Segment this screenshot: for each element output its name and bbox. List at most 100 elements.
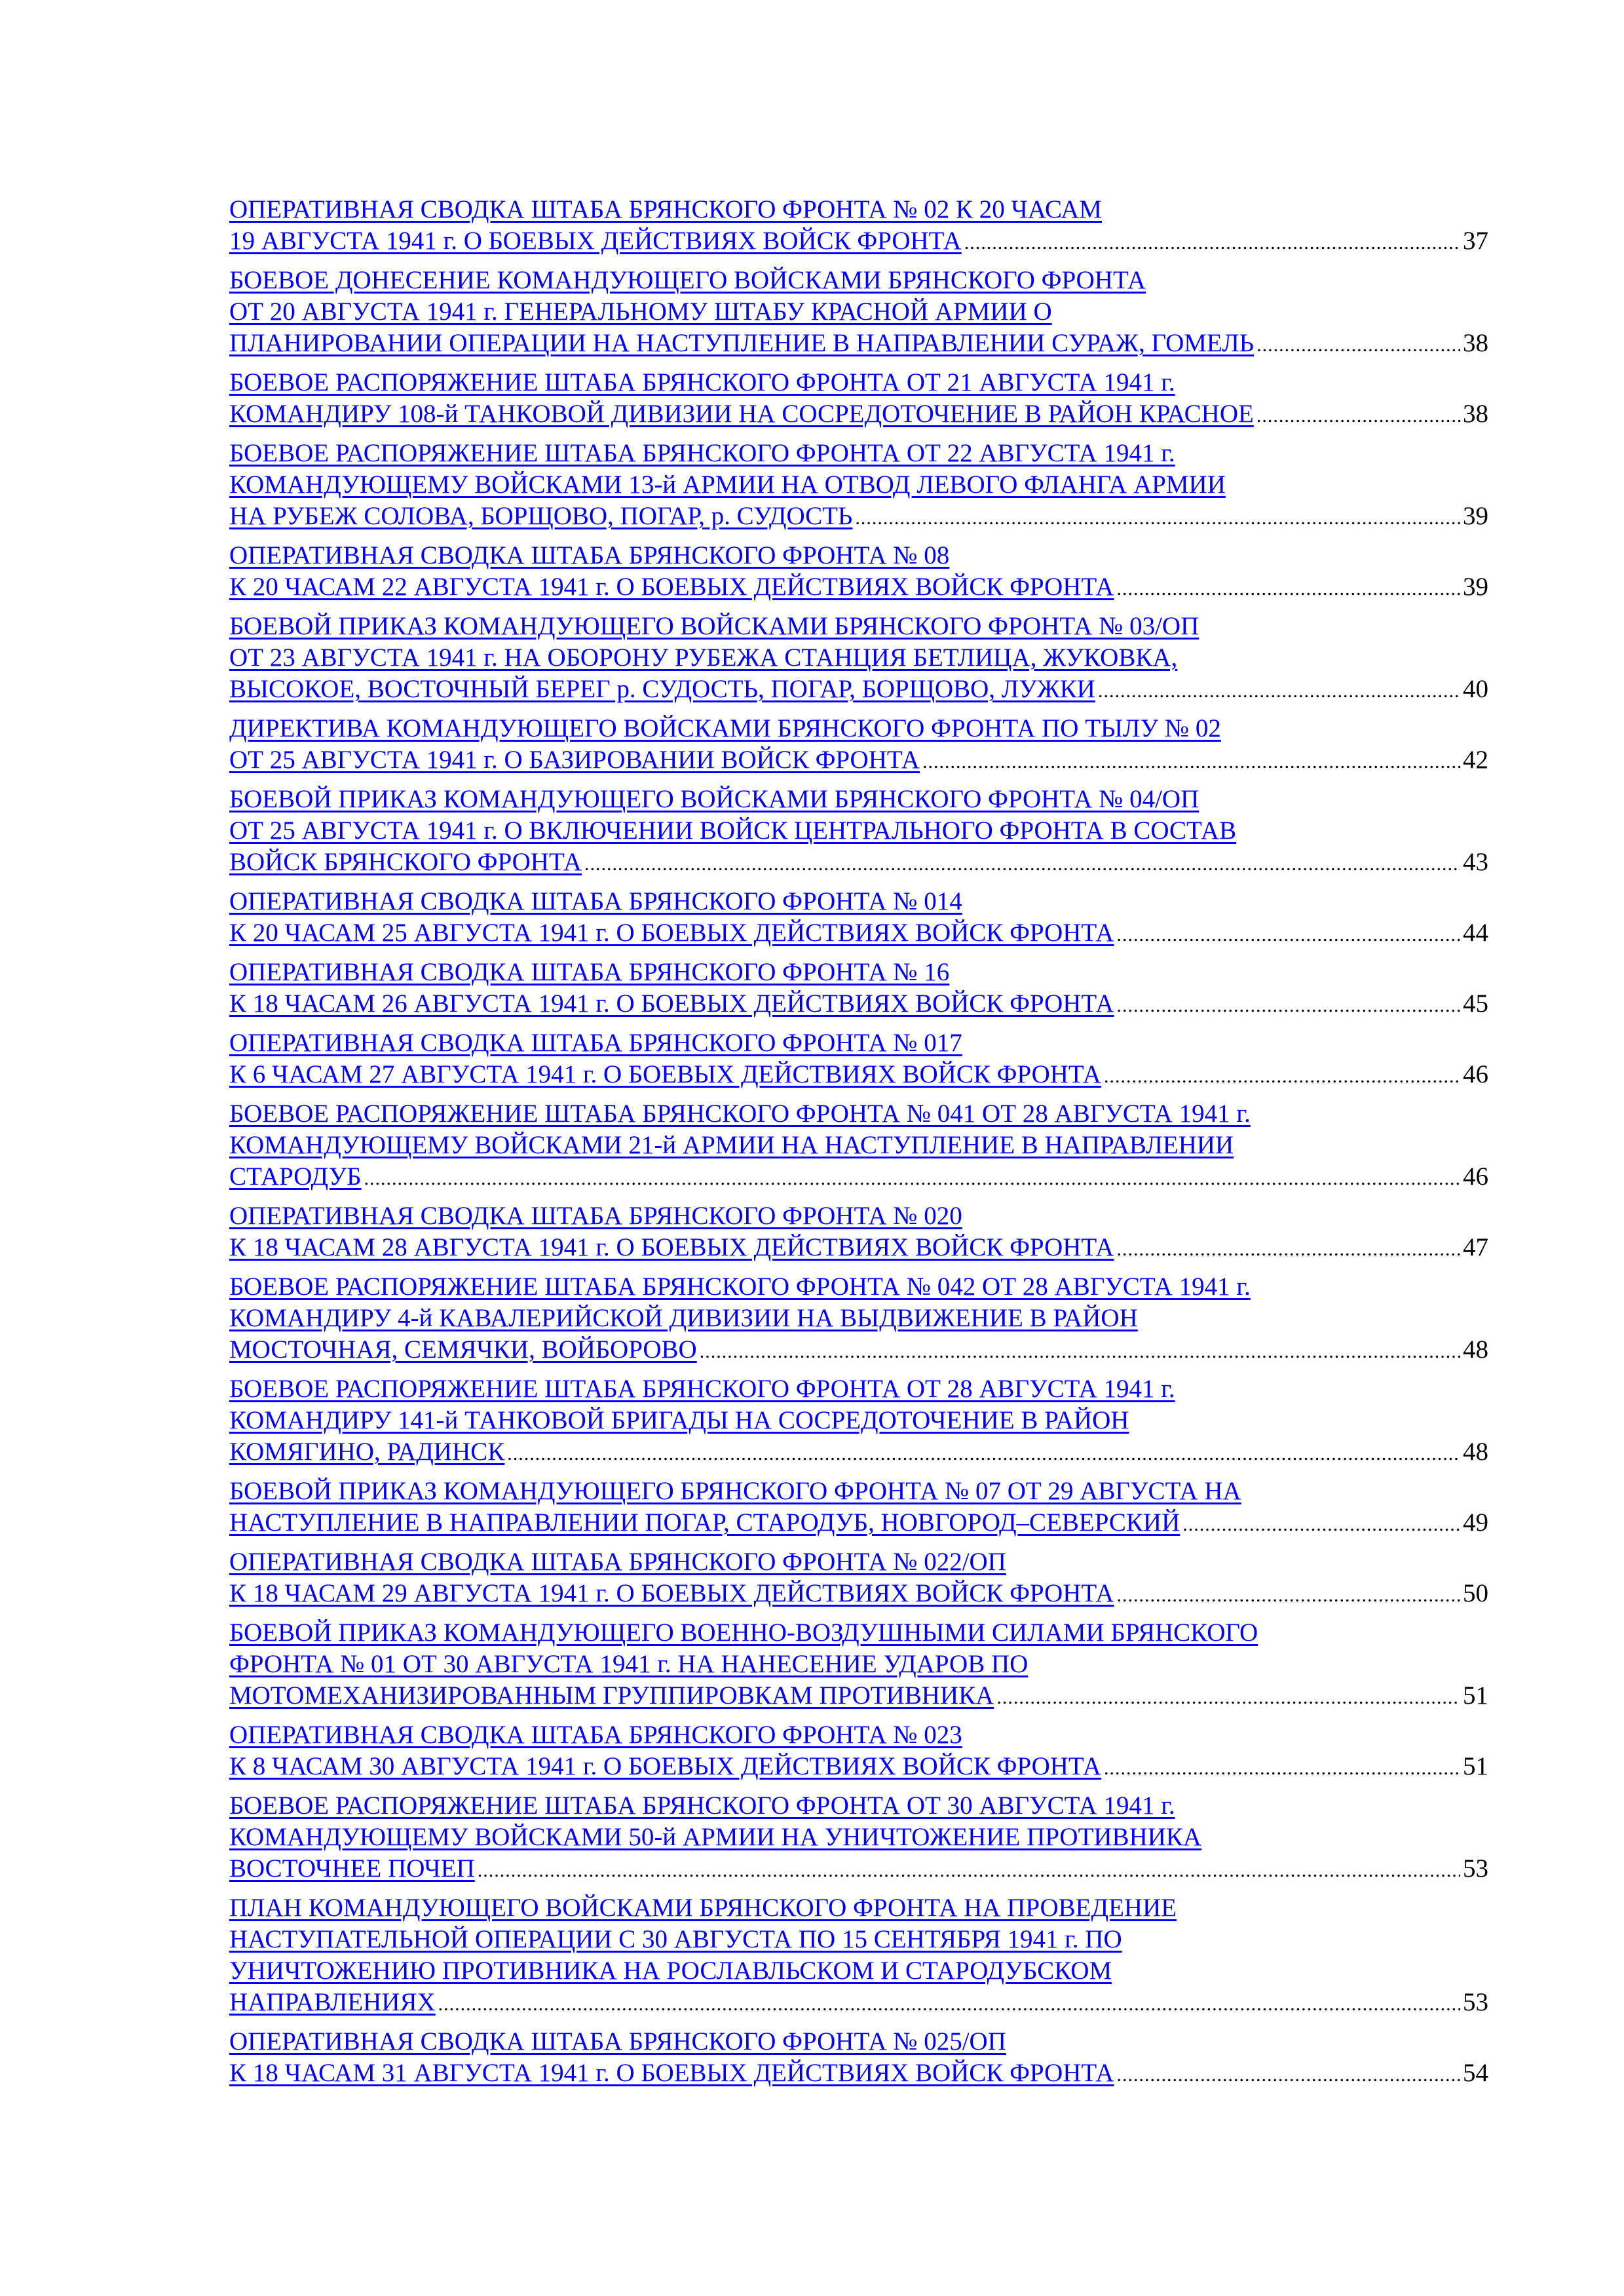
toc-entry-link[interactable]: К 6 ЧАСАМ 27 АВГУСТА 1941 г. О БОЕВЫХ ДЕ… xyxy=(229,1060,1101,1088)
toc-entry-line: ОПЕРАТИВНАЯ СВОДКА ШТАБА БРЯНСКОГО ФРОНТ… xyxy=(229,2026,1488,2057)
toc-entry-link[interactable]: НАСТУПАТЕЛЬНОЙ ОПЕРАЦИИ С 30 АВГУСТА ПО … xyxy=(229,1925,1122,1953)
toc-entry-link[interactable]: ФРОНТА № 01 ОТ 30 АВГУСТА 1941 г. НА НАН… xyxy=(229,1650,1029,1678)
toc-entry-link[interactable]: УНИЧТОЖЕНИЮ ПРОТИВНИКА НА РОСЛАВЛЬСКОМ И… xyxy=(229,1957,1112,1985)
page-number: 42 xyxy=(1463,746,1488,774)
toc-entry-link[interactable]: ОТ 20 АВГУСТА 1941 г. ГЕНЕРАЛЬНОМУ ШТАБУ… xyxy=(229,297,1052,326)
toc-entry-link[interactable]: ВОЙСК БРЯНСКОГО ФРОНТА xyxy=(229,848,582,876)
toc-entry-link[interactable]: ВЫСОКОЕ, ВОСТОЧНЫЙ БЕРЕГ р. СУДОСТЬ, ПОГ… xyxy=(229,675,1095,703)
toc-entry-link[interactable]: К 18 ЧАСАМ 26 АВГУСТА 1941 г. О БОЕВЫХ Д… xyxy=(229,989,1114,1018)
toc-entry-link[interactable]: БОЕВОЕ РАСПОРЯЖЕНИЕ ШТАБА БРЯНСКОГО ФРОН… xyxy=(229,1272,1251,1301)
toc-entry-link[interactable]: ОПЕРАТИВНАЯ СВОДКА ШТАБА БРЯНСКОГО ФРОНТ… xyxy=(229,1548,1006,1576)
toc-entry[interactable]: ОПЕРАТИВНАЯ СВОДКА ШТАБА БРЯНСКОГО ФРОНТ… xyxy=(229,1719,1488,1782)
toc-entry-link[interactable]: ОПЕРАТИВНАЯ СВОДКА ШТАБА БРЯНСКОГО ФРОНТ… xyxy=(229,2027,1006,2056)
toc-entry-link[interactable]: ОТ 25 АВГУСТА 1941 г. О ВКЛЮЧЕНИИ ВОЙСК … xyxy=(229,816,1237,845)
toc-entry-link[interactable]: СТАРОДУБ xyxy=(229,1162,362,1191)
toc-entry-line: КОМАНДУЮЩЕМУ ВОЙСКАМИ 21-й АРМИИ НА НАСТ… xyxy=(229,1130,1488,1161)
toc-entry-link[interactable]: НА РУБЕЖ СОЛОВА, БОРЩОВО, ПОГАР, р. СУДО… xyxy=(229,502,853,530)
toc-entry[interactable]: ОПЕРАТИВНАЯ СВОДКА ШТАБА БРЯНСКОГО ФРОНТ… xyxy=(229,886,1488,949)
toc-entry[interactable]: ОПЕРАТИВНАЯ СВОДКА ШТАБА БРЯНСКОГО ФРОНТ… xyxy=(229,540,1488,603)
toc-entry-link[interactable]: ОПЕРАТИВНАЯ СВОДКА ШТАБА БРЯНСКОГО ФРОНТ… xyxy=(229,195,1102,223)
toc-entry-link[interactable]: ВОСТОЧНЕЕ ПОЧЕП xyxy=(229,1854,475,1883)
page-number: 45 xyxy=(1463,989,1488,1018)
toc-entry-link[interactable]: БОЕВОЕ ДОНЕСЕНИЕ КОМАНДУЮЩЕГО ВОЙСКАМИ Б… xyxy=(229,266,1146,294)
dot-leader xyxy=(478,1855,1460,1886)
page-number: 37 xyxy=(1463,227,1488,255)
page-number: 48 xyxy=(1463,1335,1488,1364)
toc-entry-link[interactable]: БОЕВОЙ ПРИКАЗ КОМАНДУЮЩЕГО ВОЙСКАМИ БРЯН… xyxy=(229,612,1199,640)
toc-entry-link[interactable]: КОМАНДУЮЩЕМУ ВОЙСКАМИ 13-й АРМИИ НА ОТВО… xyxy=(229,470,1226,499)
toc-entry[interactable]: ОПЕРАТИВНАЯ СВОДКА ШТАБА БРЯНСКОГО ФРОНТ… xyxy=(229,1546,1488,1609)
toc-entry[interactable]: БОЕВОЙ ПРИКАЗ КОМАНДУЮЩЕГО БРЯНСКОГО ФРО… xyxy=(229,1476,1488,1539)
toc-entry-link[interactable]: К 20 ЧАСАМ 25 АВГУСТА 1941 г. О БОЕВЫХ Д… xyxy=(229,919,1114,947)
toc-entry-link[interactable]: КОМАНДУЮЩЕМУ ВОЙСКАМИ 21-й АРМИИ НА НАСТ… xyxy=(229,1131,1234,1159)
toc-entry[interactable]: БОЕВОЕ РАСПОРЯЖЕНИЕ ШТАБА БРЯНСКОГО ФРОН… xyxy=(229,1098,1488,1193)
toc-entry[interactable]: БОЕВОЕ РАСПОРЯЖЕНИЕ ШТАБА БРЯНСКОГО ФРОН… xyxy=(229,1373,1488,1468)
toc-entry[interactable]: БОЕВОЕ РАСПОРЯЖЕНИЕ ШТАБА БРЯНСКОГО ФРОН… xyxy=(229,367,1488,430)
toc-entry[interactable]: БОЕВОЕ ДОНЕСЕНИЕ КОМАНДУЮЩЕГО ВОЙСКАМИ Б… xyxy=(229,265,1488,359)
toc-entry-link[interactable]: МОСТОЧНАЯ, СЕМЯЧКИ, ВОЙБОРОВО xyxy=(229,1335,697,1364)
toc-entry[interactable]: БОЕВОЕ РАСПОРЯЖЕНИЕ ШТАБА БРЯНСКОГО ФРОН… xyxy=(229,1271,1488,1366)
toc-entry-link[interactable]: БОЕВОЕ РАСПОРЯЖЕНИЕ ШТАБА БРЯНСКОГО ФРОН… xyxy=(229,1100,1251,1128)
toc-entry-link[interactable]: ОПЕРАТИВНАЯ СВОДКА ШТАБА БРЯНСКОГО ФРОНТ… xyxy=(229,1029,962,1057)
toc-entry[interactable]: ДИРЕКТИВА КОМАНДУЮЩЕГО ВОЙСКАМИ БРЯНСКОГ… xyxy=(229,713,1488,776)
page-number: 44 xyxy=(1463,919,1488,947)
page-number: 51 xyxy=(1463,1681,1488,1710)
page-number: 53 xyxy=(1463,1988,1488,2016)
toc-entry-link[interactable]: КОМАНДИРУ 4-й КАВАЛЕРИЙСКОЙ ДИВИЗИИ НА В… xyxy=(229,1304,1138,1332)
page-number: 50 xyxy=(1463,1579,1488,1607)
toc-entry-link[interactable]: БОЕВОЙ ПРИКАЗ КОМАНДУЮЩЕГО ВОЕННО-ВОЗДУШ… xyxy=(229,1618,1258,1647)
toc-entry[interactable]: БОЕВОЙ ПРИКАЗ КОМАНДУЮЩЕГО ВОЕННО-ВОЗДУШ… xyxy=(229,1617,1488,1712)
toc-entry-line: К 8 ЧАСАМ 30 АВГУСТА 1941 г. О БОЕВЫХ ДЕ… xyxy=(229,1751,1488,1782)
toc-entry-link[interactable]: ПЛАНИРОВАНИИ ОПЕРАЦИИ НА НАСТУПЛЕНИЕ В Н… xyxy=(229,329,1255,357)
toc-entry[interactable]: БОЕВОЕ РАСПОРЯЖЕНИЕ ШТАБА БРЯНСКОГО ФРОН… xyxy=(229,1790,1488,1885)
toc-entry-line: БОЕВОЙ ПРИКАЗ КОМАНДУЮЩЕГО ВОЕННО-ВОЗДУШ… xyxy=(229,1617,1488,1649)
toc-entry-link[interactable]: К 8 ЧАСАМ 30 АВГУСТА 1941 г. О БОЕВЫХ ДЕ… xyxy=(229,1752,1101,1780)
toc-entry-link[interactable]: К 18 ЧАСАМ 31 АВГУСТА 1941 г. О БОЕВЫХ Д… xyxy=(229,2059,1114,2087)
toc-entry-link[interactable]: КОМАНДИРУ 108-й ТАНКОВОЙ ДИВИЗИИ НА СОСР… xyxy=(229,400,1254,428)
toc-entry-link[interactable]: БОЕВОЕ РАСПОРЯЖЕНИЕ ШТАБА БРЯНСКОГО ФРОН… xyxy=(229,368,1175,396)
toc-entry[interactable]: ОПЕРАТИВНАЯ СВОДКА ШТАБА БРЯНСКОГО ФРОНТ… xyxy=(229,2026,1488,2089)
toc-entry[interactable]: ОПЕРАТИВНАЯ СВОДКА ШТАБА БРЯНСКОГО ФРОНТ… xyxy=(229,1027,1488,1090)
page-number: 38 xyxy=(1463,329,1488,357)
toc-entry-link[interactable]: ОПЕРАТИВНАЯ СВОДКА ШТАБА БРЯНСКОГО ФРОНТ… xyxy=(229,1202,962,1230)
toc-entry[interactable]: ОПЕРАТИВНАЯ СВОДКА ШТАБА БРЯНСКОГО ФРОНТ… xyxy=(229,194,1488,257)
toc-entry-link[interactable]: КОМАНДУЮЩЕМУ ВОЙСКАМИ 50-й АРМИИ НА УНИЧ… xyxy=(229,1823,1202,1851)
page-number: 53 xyxy=(1463,1854,1488,1883)
toc-entry[interactable]: ОПЕРАТИВНАЯ СВОДКА ШТАБА БРЯНСКОГО ФРОНТ… xyxy=(229,1200,1488,1263)
toc-entry[interactable]: ОПЕРАТИВНАЯ СВОДКА ШТАБА БРЯНСКОГО ФРОНТ… xyxy=(229,957,1488,1020)
toc-entry-line: СТАРОДУБ 46 xyxy=(229,1161,1488,1193)
toc-entry-link[interactable]: К 18 ЧАСАМ 29 АВГУСТА 1941 г. О БОЕВЫХ Д… xyxy=(229,1579,1114,1607)
toc-entry-line: ОПЕРАТИВНАЯ СВОДКА ШТАБА БРЯНСКОГО ФРОНТ… xyxy=(229,1027,1488,1059)
toc-entry-link[interactable]: БОЕВОЕ РАСПОРЯЖЕНИЕ ШТАБА БРЯНСКОГО ФРОН… xyxy=(229,1375,1175,1403)
toc-entry-link[interactable]: НАСТУПЛЕНИЕ В НАПРАВЛЕНИИ ПОГАР, СТАРОДУ… xyxy=(229,1508,1180,1537)
toc-entry[interactable]: БОЕВОЕ РАСПОРЯЖЕНИЕ ШТАБА БРЯНСКОГО ФРОН… xyxy=(229,438,1488,532)
toc-entry-link[interactable]: БОЕВОЙ ПРИКАЗ КОМАНДУЮЩЕГО БРЯНСКОГО ФРО… xyxy=(229,1477,1241,1505)
toc-entry-link[interactable]: НАПРАВЛЕНИЯХ xyxy=(229,1988,436,2016)
page-number: 46 xyxy=(1463,1162,1488,1191)
page-number: 48 xyxy=(1463,1438,1488,1466)
toc-entry[interactable]: БОЕВОЙ ПРИКАЗ КОМАНДУЮЩЕГО ВОЙСКАМИ БРЯН… xyxy=(229,784,1488,878)
toc-entry[interactable]: БОЕВОЙ ПРИКАЗ КОМАНДУЮЩЕГО ВОЙСКАМИ БРЯН… xyxy=(229,611,1488,705)
toc-entry-link[interactable]: ДИРЕКТИВА КОМАНДУЮЩЕГО ВОЙСКАМИ БРЯНСКОГ… xyxy=(229,714,1221,742)
toc-entry-link[interactable]: ОПЕРАТИВНАЯ СВОДКА ШТАБА БРЯНСКОГО ФРОНТ… xyxy=(229,1721,962,1749)
toc-entry-link[interactable]: БОЕВОЕ РАСПОРЯЖЕНИЕ ШТАБА БРЯНСКОГО ФРОН… xyxy=(229,1791,1175,1820)
toc-entry-link[interactable]: БОЕВОЙ ПРИКАЗ КОМАНДУЮЩЕГО ВОЙСКАМИ БРЯН… xyxy=(229,785,1199,813)
toc-entry-link[interactable]: МОТОМЕХАНИЗИРОВАННЫМ ГРУППИРОВКАМ ПРОТИВ… xyxy=(229,1681,994,1710)
toc-entry-line: ПЛАН КОМАНДУЮЩЕГО ВОЙСКАМИ БРЯНСКОГО ФРО… xyxy=(229,1892,1488,1924)
toc-entry[interactable]: ПЛАН КОМАНДУЮЩЕГО ВОЙСКАМИ БРЯНСКОГО ФРО… xyxy=(229,1892,1488,2018)
toc-entry-link[interactable]: ОПЕРАТИВНАЯ СВОДКА ШТАБА БРЯНСКОГО ФРОНТ… xyxy=(229,541,950,569)
toc-entry-link[interactable]: ОПЕРАТИВНАЯ СВОДКА ШТАБА БРЯНСКОГО ФРОНТ… xyxy=(229,958,950,986)
toc-entry-link[interactable]: ОТ 25 АВГУСТА 1941 г. О БАЗИРОВАНИИ ВОЙС… xyxy=(229,746,920,774)
toc-entry-link[interactable]: КОМАНДИРУ 141-й ТАНКОВОЙ БРИГАДЫ НА СОСР… xyxy=(229,1406,1129,1434)
toc-entry-link[interactable]: БОЕВОЕ РАСПОРЯЖЕНИЕ ШТАБА БРЯНСКОГО ФРОН… xyxy=(229,439,1175,467)
toc-entry-link[interactable]: ПЛАН КОМАНДУЮЩЕГО ВОЙСКАМИ БРЯНСКОГО ФРО… xyxy=(229,1894,1177,1922)
toc-entry-link[interactable]: 19 АВГУСТА 1941 г. О БОЕВЫХ ДЕЙСТВИЯХ ВО… xyxy=(229,227,962,255)
toc-entry-link[interactable]: К 18 ЧАСАМ 28 АВГУСТА 1941 г. О БОЕВЫХ Д… xyxy=(229,1233,1114,1261)
toc-entry-link[interactable]: К 20 ЧАСАМ 22 АВГУСТА 1941 г. О БОЕВЫХ Д… xyxy=(229,573,1114,601)
page-number: 39 xyxy=(1463,502,1488,530)
toc-entry-line: БОЕВОЕ РАСПОРЯЖЕНИЕ ШТАБА БРЯНСКОГО ФРОН… xyxy=(229,1373,1488,1405)
toc-entry-line: МОСТОЧНАЯ, СЕМЯЧКИ, ВОЙБОРОВО 48 xyxy=(229,1334,1488,1366)
toc-entry-link[interactable]: ОТ 23 АВГУСТА 1941 г. НА ОБОРОНУ РУБЕЖА … xyxy=(229,643,1178,672)
toc-entry-link[interactable]: КОМЯГИНО, РАДИНСК xyxy=(229,1438,505,1466)
toc-entry-link[interactable]: ОПЕРАТИВНАЯ СВОДКА ШТАБА БРЯНСКОГО ФРОНТ… xyxy=(229,887,962,915)
